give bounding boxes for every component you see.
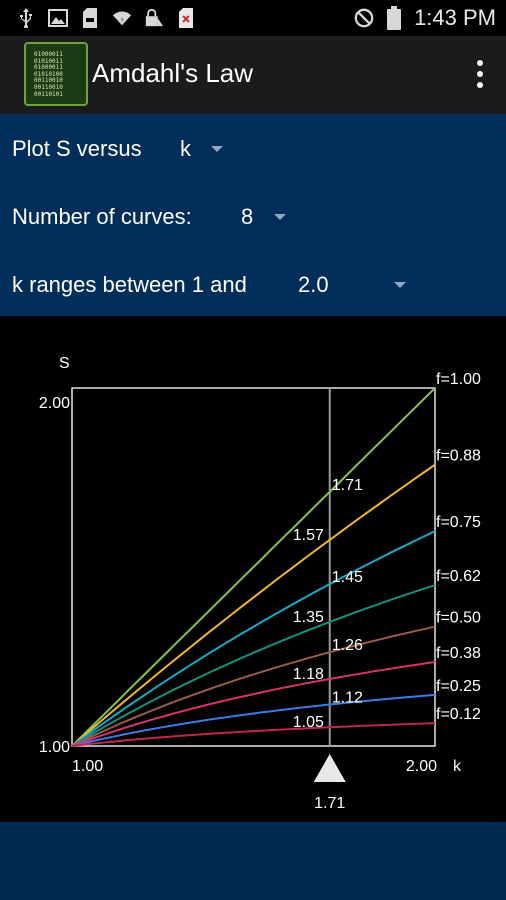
chevron-down-icon[interactable] — [274, 214, 286, 220]
sd-card-icon — [80, 8, 100, 28]
cursor-value-5: 1.18 — [293, 666, 324, 683]
controls-panel: Plot S versus k Number of curves: 8 k ra… — [0, 114, 506, 316]
legend-label-5: f=0.38 — [436, 645, 481, 662]
sim-error-icon — [176, 8, 196, 28]
action-bar: 01000011 01010011 01000011 01010100 0011… — [0, 36, 506, 114]
status-clock: 1:43 PM — [414, 5, 496, 30]
amdahl-chart: f=1.00 1.71 f=0.88 1.57 f=0.75 1.45 f=0.62 1.35… — [39, 355, 481, 812]
overflow-menu-icon[interactable] — [474, 60, 486, 90]
x-tick-label-max: 2.00 — [406, 758, 437, 775]
curves-count-label: Number of curves: — [12, 204, 192, 229]
cursor-value-2: 1.45 — [332, 569, 363, 586]
plot-variable-label: Plot S versus — [12, 136, 142, 161]
k-range-row[interactable]: k ranges between 1 and 2.0 — [12, 272, 406, 298]
binary-chip-icon[interactable]: 01000011 01010011 01000011 01010100 0011… — [24, 42, 88, 106]
cursor-value-3: 1.35 — [293, 609, 324, 626]
k-range-select[interactable]: 2.0 — [298, 272, 329, 297]
series-line-7 — [71, 722, 436, 747]
y-tick-label-min: 1.00 — [39, 739, 70, 756]
series-line-3 — [71, 584, 436, 747]
plot-variable-select[interactable]: k — [180, 136, 191, 161]
wifi-icon: ? — [112, 8, 132, 28]
legend-label-3: f=0.62 — [436, 568, 481, 585]
lock-icon — [144, 8, 164, 28]
cursor-value-1: 1.57 — [293, 527, 324, 544]
app-icon-text: 01000011 01010011 01000011 01010100 0011… — [34, 51, 63, 98]
x-axis-label: k — [453, 758, 462, 775]
series-line-0 — [71, 387, 436, 747]
status-bar: ? 1:43 PM — [0, 0, 506, 36]
y-tick-label-max: 2.00 — [39, 395, 70, 412]
cursor-value-4: 1.26 — [332, 637, 363, 654]
y-axis-label: S — [59, 355, 70, 372]
series-line-2 — [71, 530, 436, 747]
series-line-4 — [71, 625, 436, 747]
plot-frame — [71, 387, 436, 747]
usb-icon — [16, 8, 36, 28]
plot-area: f=1.00 1.71 f=0.88 1.57 f=0.75 1.45 f=0.62 1.35… — [0, 316, 506, 822]
legend-label-4: f=0.50 — [436, 610, 481, 627]
battery-icon — [384, 6, 404, 30]
svg-text:?: ? — [120, 19, 123, 25]
curves-count-select[interactable]: 8 — [241, 204, 254, 229]
cursor-slider-handle[interactable] — [313, 754, 346, 782]
cursor-value-7: 1.05 — [293, 714, 324, 731]
legend-label-1: f=0.88 — [436, 448, 481, 465]
legend-label-7: f=0.12 — [436, 706, 481, 723]
app-title: Amdahl's Law — [92, 58, 254, 88]
legend-label-6: f=0.25 — [436, 678, 481, 695]
legend-label-2: f=0.75 — [436, 514, 481, 531]
series-line-5 — [71, 661, 436, 747]
curves-count-row[interactable]: Number of curves: 8 — [12, 204, 286, 230]
cursor-value-0: 1.71 — [332, 477, 363, 494]
image-icon — [48, 8, 68, 28]
chevron-down-icon[interactable] — [394, 282, 406, 288]
series-line-1 — [71, 463, 436, 747]
k-range-label: k ranges between 1 and — [12, 272, 247, 297]
cursor-value-6: 1.12 — [332, 690, 363, 707]
notification-icons: ? — [16, 8, 196, 28]
cursor-k-value: 1.71 — [314, 795, 345, 812]
do-not-disturb-icon — [354, 8, 374, 28]
system-status: 1:43 PM — [354, 5, 496, 31]
legend-label-0: f=1.00 — [436, 371, 481, 388]
bottom-panel — [0, 822, 506, 900]
x-tick-label-min: 1.00 — [72, 758, 103, 775]
chevron-down-icon[interactable] — [211, 146, 223, 152]
series-line-6 — [71, 693, 436, 747]
plot-variable-row[interactable]: Plot S versus k — [12, 136, 223, 162]
